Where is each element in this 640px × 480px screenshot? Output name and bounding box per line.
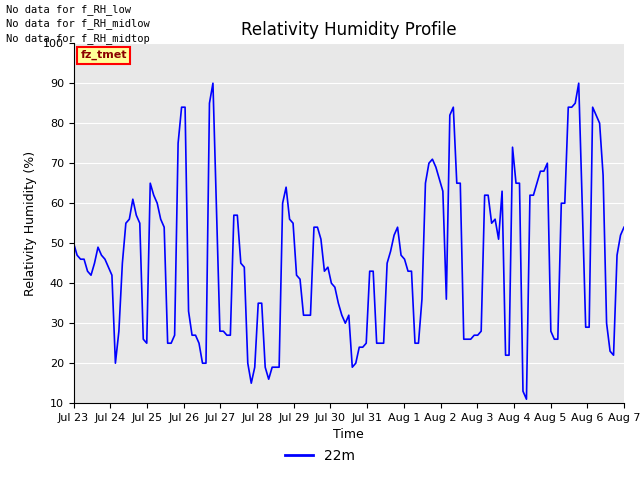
Text: fz_tmet: fz_tmet: [81, 50, 127, 60]
X-axis label: Time: Time: [333, 429, 364, 442]
Text: No data for f_RH_midlow: No data for f_RH_midlow: [6, 18, 150, 29]
Y-axis label: Relativity Humidity (%): Relativity Humidity (%): [24, 151, 37, 296]
Legend: 22m: 22m: [280, 443, 360, 468]
Text: No data for f_RH_midtop: No data for f_RH_midtop: [6, 33, 150, 44]
Text: No data for f_RH_low: No data for f_RH_low: [6, 4, 131, 15]
Title: Relativity Humidity Profile: Relativity Humidity Profile: [241, 21, 456, 39]
